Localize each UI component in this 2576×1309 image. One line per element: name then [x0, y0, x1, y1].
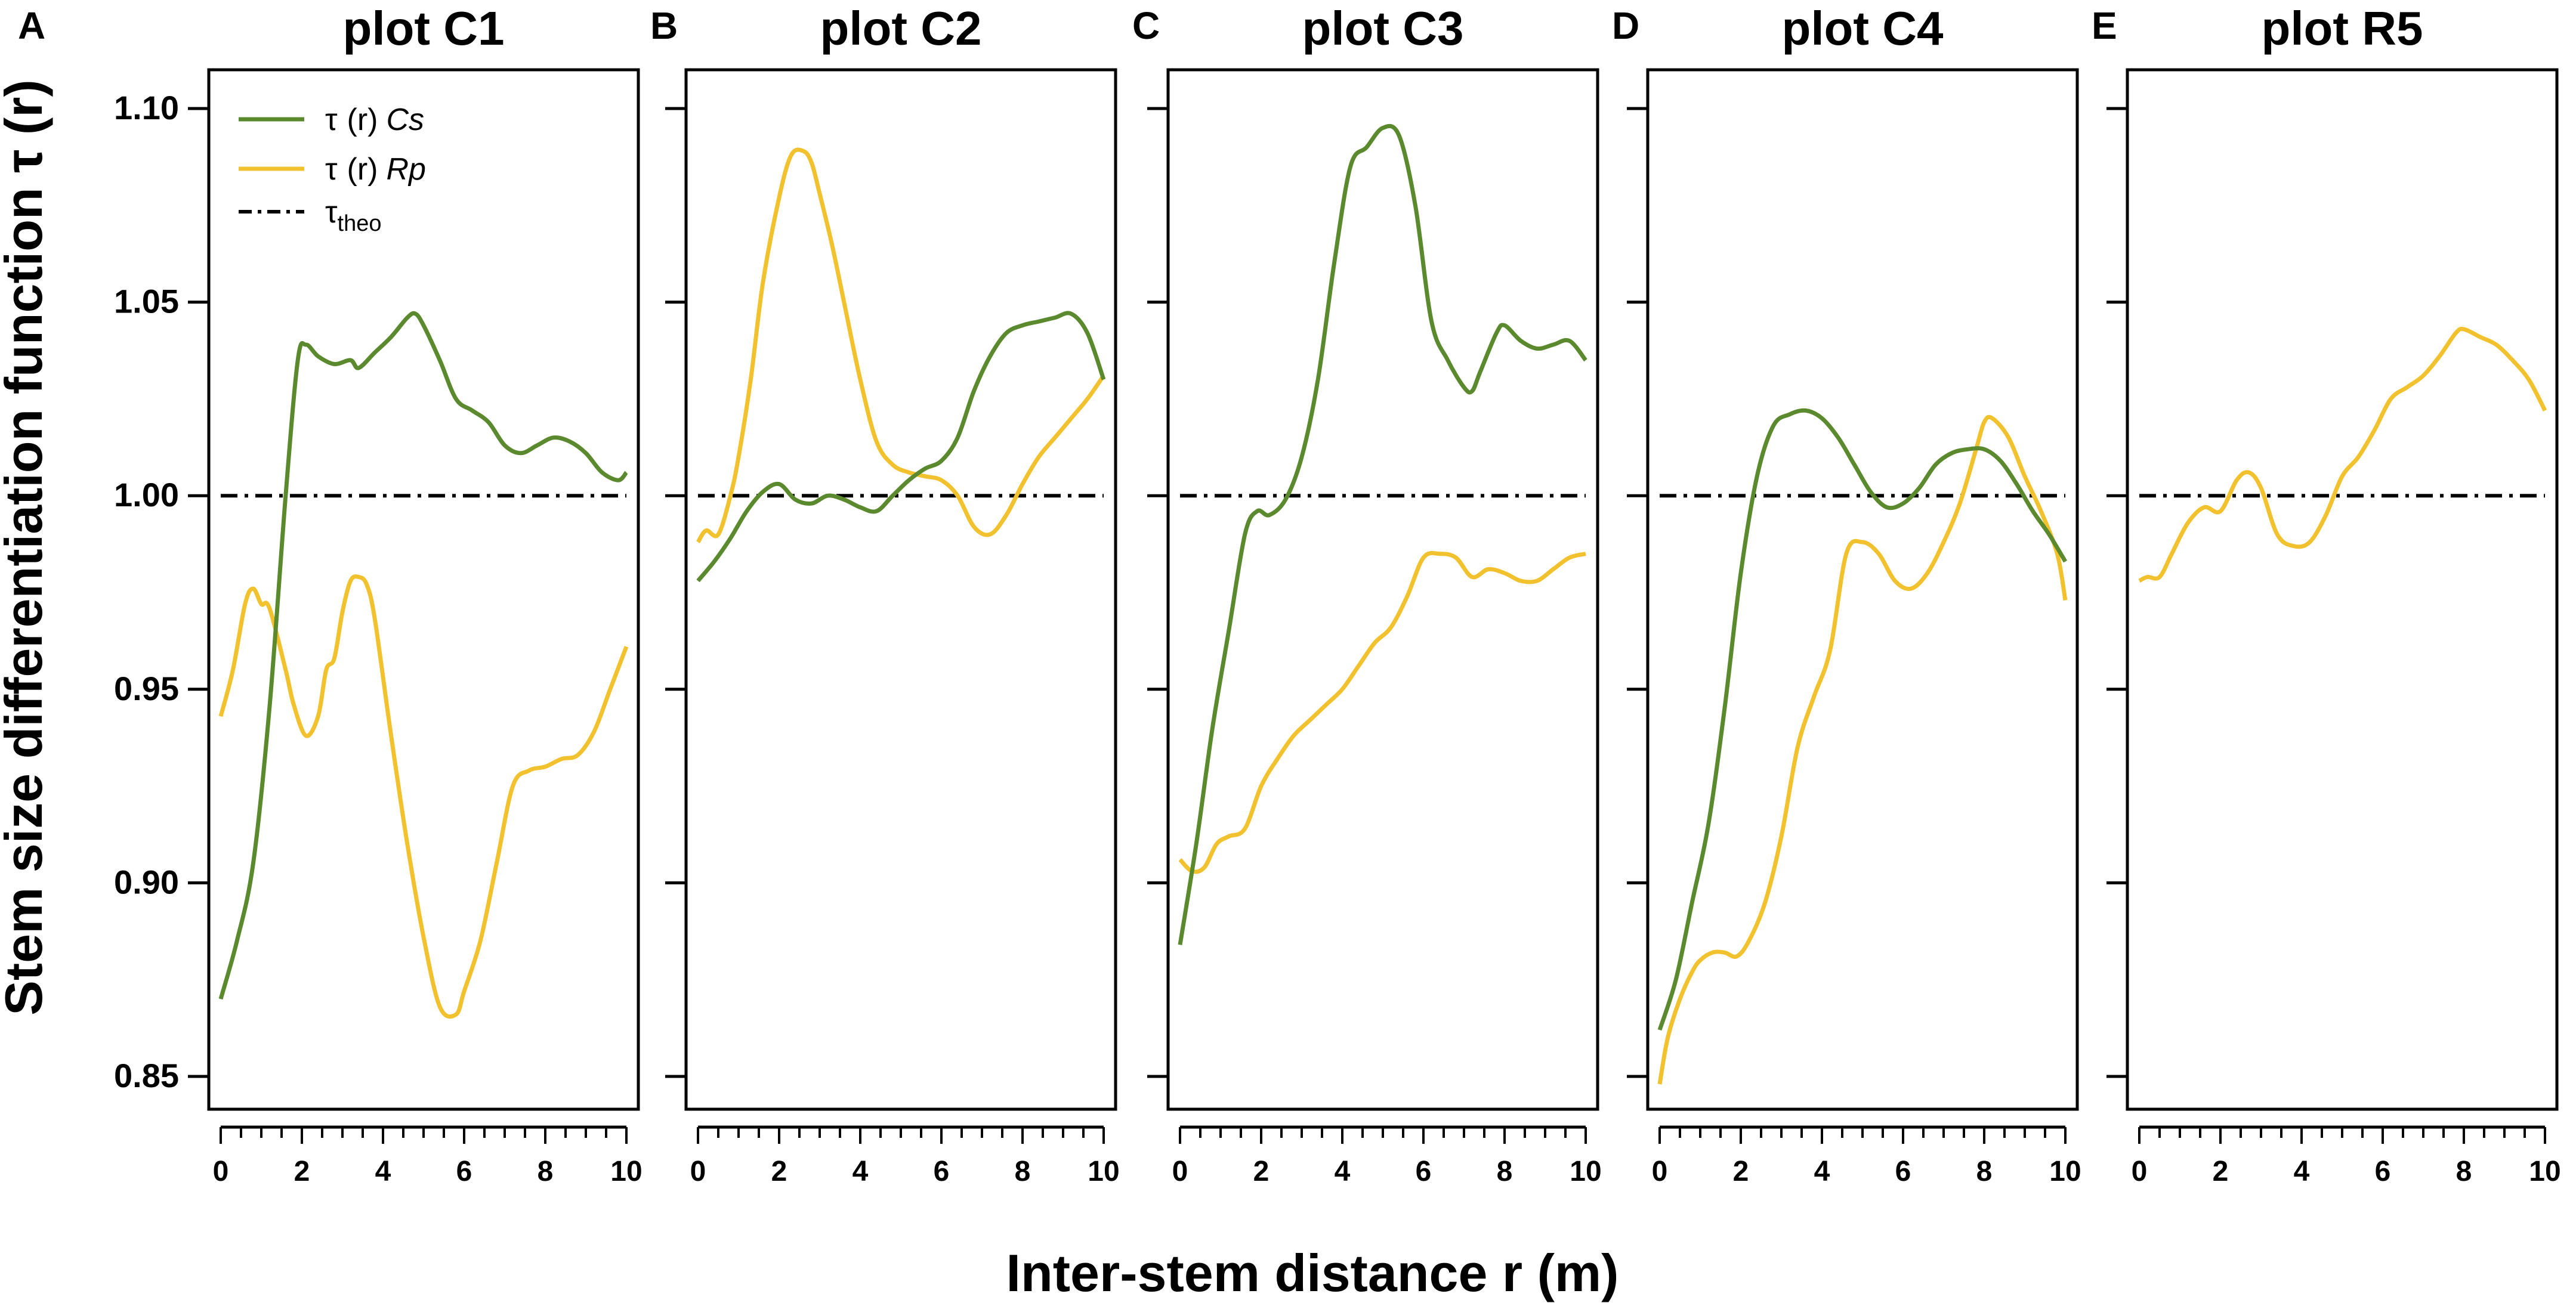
- series-line-rp: [2138, 327, 2547, 583]
- panel-letter: C: [1132, 4, 1160, 47]
- x-tick-label: 0: [2132, 1156, 2148, 1187]
- legend-label-theo: τtheo: [325, 195, 382, 236]
- x-tick-label: 6: [1416, 1156, 1432, 1187]
- x-tick-label: 8: [1497, 1156, 1513, 1187]
- x-tick-label: 0: [213, 1156, 229, 1187]
- x-tick-label: 10: [1088, 1156, 1119, 1187]
- panel-letter: B: [650, 4, 678, 47]
- x-tick-label: 0: [1172, 1156, 1188, 1187]
- panel-title: plot C4: [1781, 2, 1944, 55]
- legend-label-rp: τ (r) Rp: [325, 152, 426, 187]
- y-tick-label: 0.95: [114, 670, 179, 707]
- x-tick-label: 4: [853, 1156, 869, 1187]
- legend-label-cs: τ (r) Cs: [325, 103, 424, 137]
- species-text: Cs: [387, 103, 425, 137]
- species-text: Rp: [387, 152, 426, 187]
- x-tick-label: 4: [1814, 1156, 1830, 1187]
- series-line-cs: [218, 311, 628, 1000]
- x-tick-label: 2: [1733, 1156, 1749, 1187]
- y-tick-label: 1.10: [114, 89, 179, 126]
- panel-letter: A: [18, 4, 45, 47]
- plot-frame: [2126, 68, 2559, 1111]
- plot-frame: [1166, 68, 1599, 1111]
- plot-frame: [684, 68, 1117, 1111]
- x-tick-label: 2: [294, 1156, 310, 1187]
- series-line-rp: [1178, 550, 1586, 874]
- x-tick-label: 8: [2456, 1156, 2472, 1187]
- x-tick-label: 0: [690, 1156, 706, 1187]
- y-tick-label: 0.85: [114, 1057, 179, 1094]
- series-line-rp: [696, 147, 1105, 544]
- series-line-rp: [1657, 414, 2068, 1085]
- series-line-rp: [218, 574, 629, 1019]
- x-tick-label: 10: [2049, 1156, 2081, 1187]
- y-tick-label: 1.05: [114, 283, 179, 320]
- plot-frame: [1646, 68, 2079, 1111]
- series-line-cs: [696, 311, 1106, 583]
- r-text: (r): [347, 103, 378, 137]
- x-tick-label: 4: [1335, 1156, 1351, 1187]
- x-tick-label: 4: [375, 1156, 391, 1187]
- x-axis-title: Inter-stem distance r (m): [1006, 1243, 1619, 1302]
- plot-frame: [207, 68, 640, 1111]
- panel-title: plot C1: [342, 2, 504, 55]
- x-tick-label: 8: [538, 1156, 554, 1187]
- r-text: (r): [347, 152, 378, 187]
- panel-title: plot R5: [2261, 2, 2423, 55]
- x-tick-label: 2: [2213, 1156, 2229, 1187]
- x-tick-label: 4: [2294, 1156, 2310, 1187]
- x-tick-label: 0: [1652, 1156, 1668, 1187]
- series-line-cs: [1657, 408, 2068, 1031]
- x-tick-label: 10: [1570, 1156, 1601, 1187]
- tau-subscript: theo: [338, 211, 382, 236]
- x-tick-label: 10: [610, 1156, 642, 1187]
- x-tick-label: 8: [1015, 1156, 1031, 1187]
- y-axis-title: Stem size differentiation function τ (r): [0, 79, 53, 1016]
- tau-symbol: τ: [325, 103, 338, 137]
- x-tick-label: 2: [771, 1156, 787, 1187]
- panel-title: plot C2: [820, 2, 981, 55]
- panel-title: plot C3: [1302, 2, 1463, 55]
- x-tick-label: 10: [2529, 1156, 2560, 1187]
- series-line-cs: [1178, 123, 1587, 945]
- y-tick-label: 0.90: [114, 863, 179, 900]
- panel-letter: E: [2092, 4, 2117, 47]
- tau-symbol: τ: [325, 195, 338, 230]
- x-tick-label: 6: [934, 1156, 950, 1187]
- x-tick-label: 8: [1976, 1156, 1993, 1187]
- panel-letter: D: [1612, 4, 1639, 47]
- x-tick-label: 6: [456, 1156, 472, 1187]
- x-tick-label: 6: [1895, 1156, 1911, 1187]
- x-tick-label: 6: [2375, 1156, 2391, 1187]
- x-tick-label: 2: [1253, 1156, 1270, 1187]
- tau-symbol: τ: [325, 152, 338, 187]
- y-tick-label: 1.00: [114, 476, 179, 513]
